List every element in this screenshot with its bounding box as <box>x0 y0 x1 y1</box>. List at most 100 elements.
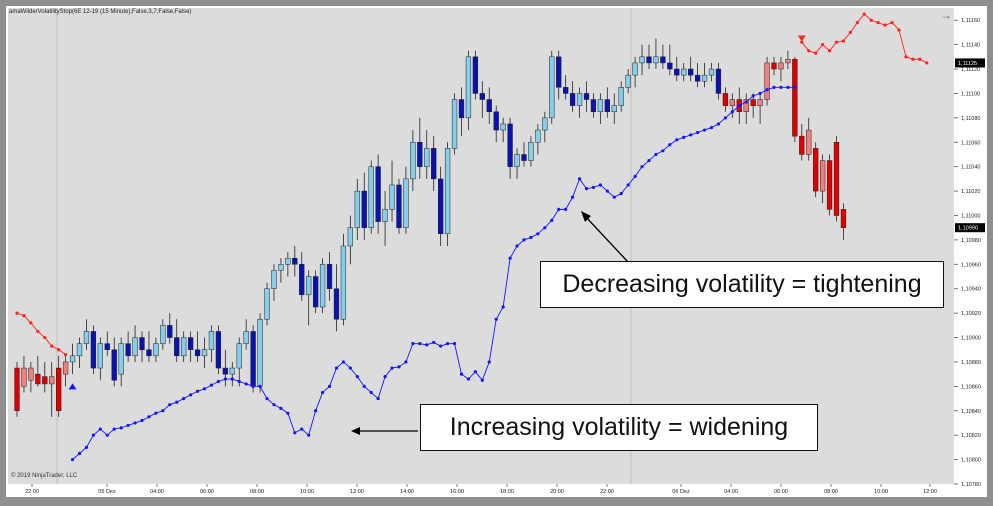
candle-body <box>806 129 812 155</box>
stop-long-dot <box>682 135 686 139</box>
arrowhead-bottom-icon <box>351 427 360 435</box>
stop-long-dot <box>369 390 373 395</box>
candle-body <box>118 343 124 375</box>
stop-short-dot <box>821 43 825 47</box>
candle-body <box>507 123 513 167</box>
stop-long-dot <box>112 427 116 431</box>
candle-body <box>597 99 604 112</box>
candle-body <box>215 331 222 369</box>
stop-long-dot <box>272 403 276 407</box>
last-price-label-bg <box>955 223 985 233</box>
stop-long-dot <box>793 85 797 89</box>
stop-long-dot <box>564 207 568 211</box>
stop-long-dot <box>341 360 346 364</box>
candle-body <box>424 148 430 167</box>
stop-short-dot <box>883 23 887 27</box>
candle-body <box>417 142 423 167</box>
candle-body <box>264 288 270 320</box>
stop-long-dot <box>772 85 776 89</box>
candle-body <box>708 68 715 76</box>
stop-long-dot <box>480 378 484 382</box>
candle-body <box>549 56 555 119</box>
candle-body <box>646 56 652 64</box>
last-price-label: 1,10990 <box>958 226 978 232</box>
stop-long-dot <box>522 238 526 242</box>
annotation-arrow-top <box>584 215 629 263</box>
stop-short-dot <box>890 21 894 25</box>
x-tick-label: 22:00 <box>25 489 39 495</box>
x-tick-label: 06:00 <box>200 489 214 495</box>
stop-long-dot <box>84 445 89 449</box>
stop-long-dot <box>91 433 95 437</box>
stop-long-dot <box>501 305 505 309</box>
candle-body <box>28 367 34 381</box>
stop-short-dot <box>911 57 915 61</box>
stop-short-dot <box>807 49 811 53</box>
stop-long-dot <box>320 390 325 395</box>
candle-body <box>826 160 833 210</box>
stop-long-dot <box>168 403 172 407</box>
stop-short-dot <box>43 335 47 340</box>
candle-body <box>688 68 694 76</box>
x-tick-label: 10:00 <box>300 489 314 495</box>
candle-body <box>701 74 708 82</box>
sell-arrow-icon <box>797 35 806 42</box>
stop-short-dot <box>855 21 859 25</box>
candle-body <box>292 257 298 265</box>
stop-short-dot <box>918 57 922 61</box>
y-tick-label: 1,10880 <box>961 360 981 366</box>
stop-long-dot <box>223 377 227 381</box>
stop-long-dot <box>147 415 151 419</box>
candle-body <box>62 361 69 375</box>
stop-short-dot <box>57 348 61 352</box>
candle-body <box>618 87 624 106</box>
stop-long-dot <box>619 191 623 196</box>
stop-long-dot <box>383 374 387 379</box>
candle-body <box>243 331 249 344</box>
candle-body <box>771 62 777 70</box>
arrow-right-icon[interactable]: → <box>940 8 952 22</box>
stop-long-dot <box>487 360 491 364</box>
y-tick-label: 1,10820 <box>961 433 981 439</box>
candle-body <box>76 343 83 357</box>
candle-body <box>778 62 784 70</box>
candle-body <box>444 148 451 235</box>
candle-body <box>90 331 97 369</box>
candle-body <box>312 276 319 308</box>
candle-body <box>368 166 374 228</box>
x-tick-label: 08:00 <box>250 489 264 495</box>
candle-body <box>250 331 256 387</box>
annotation-widening: Increasing volatility = widening <box>420 404 818 451</box>
y-tick-label: 1,10780 <box>961 482 981 488</box>
stop-long-dot <box>418 342 422 346</box>
stop-long-dot <box>439 344 443 348</box>
x-tick-label: 04:00 <box>724 489 738 495</box>
candle-body <box>139 337 145 350</box>
stop-long-dot <box>577 177 582 181</box>
stop-long-dot <box>737 104 741 108</box>
candle-body <box>750 99 756 106</box>
candle-body <box>125 343 131 357</box>
candle-body <box>14 367 20 412</box>
stop-long-dot <box>661 149 665 153</box>
candle-body <box>83 331 90 344</box>
stop-long-dot <box>77 451 82 456</box>
price-axis[interactable] <box>954 8 985 484</box>
stop-short-dot <box>29 321 33 325</box>
stop-long-dot <box>244 382 248 386</box>
candle-body <box>437 178 444 235</box>
candle-body <box>479 93 485 100</box>
candle-body <box>97 343 103 369</box>
current-price-label: 1,11125 <box>958 61 977 67</box>
candle-body <box>819 160 826 192</box>
time-axis[interactable] <box>8 484 985 497</box>
stop-long-dot <box>279 406 283 410</box>
candle-body <box>799 135 805 155</box>
candle-body <box>333 288 340 320</box>
stop-long-dot <box>689 133 693 137</box>
candle-body <box>722 93 729 106</box>
candle-body <box>681 68 687 76</box>
x-tick-label: 10:00 <box>874 489 888 495</box>
candle-body <box>514 154 520 167</box>
y-tick-label: 1,10960 <box>961 262 981 268</box>
